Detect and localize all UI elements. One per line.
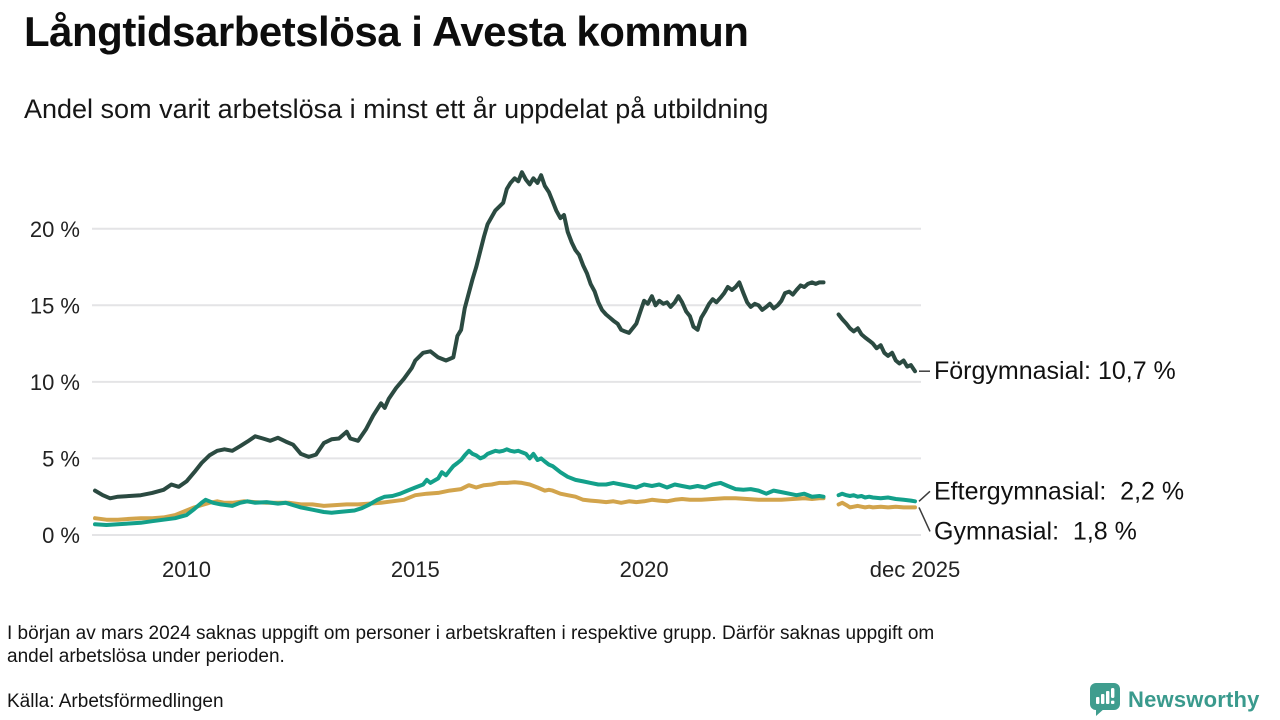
series-end-label-gymnasial: Gymnasial: 1,8 % (934, 517, 1137, 545)
y-tick-label: 15 % (30, 293, 80, 318)
series-line-eftergymnasial (93, 447, 917, 527)
series-line-forgymnasial (93, 170, 917, 501)
x-tick-label: 2010 (162, 557, 211, 582)
footnote-line-1: I början av mars 2024 saknas uppgift om … (7, 623, 935, 644)
newsworthy-logo-icon (1090, 683, 1120, 716)
page-title: Långtidsarbetslösa i Avesta kommun (24, 8, 749, 55)
leader-line-eftergymnasial (918, 490, 931, 502)
y-tick-label: 5 % (42, 446, 80, 471)
y-tick-label: 0 % (42, 523, 80, 548)
newsworthy-branding: Newsworthy (1090, 683, 1260, 717)
line-chart: 0 % 5 % 10 % 15 % 20 % 2010 2015 2020 dec 2025 Fö… (30, 170, 1184, 582)
series-line-gymnasial (93, 480, 917, 522)
leader-line-gymnasial (918, 507, 931, 532)
series-end-label-eftergymnasial: Eftergymnasial: 2,2 % (934, 477, 1184, 505)
x-tick-label: dec 2025 (870, 557, 961, 582)
y-tick-label: 10 % (30, 370, 80, 395)
x-tick-label: 2015 (391, 557, 440, 582)
footnote: I början av mars 2024 saknas uppgift om … (7, 622, 1262, 668)
newsworthy-wordmark: Newsworthy (1128, 687, 1260, 712)
source-label: Källa: Arbetsförmedlingen (7, 691, 224, 712)
series-end-label-forgymnasial: Förgymnasial: 10,7 % (934, 357, 1176, 385)
x-tick-label: 2020 (620, 557, 669, 582)
page-subtitle: Andel som varit arbetslösa i minst ett å… (24, 94, 769, 124)
y-tick-label: 20 % (30, 217, 80, 242)
footnote-line-2: andel arbetslösa under perioden. (7, 646, 285, 668)
